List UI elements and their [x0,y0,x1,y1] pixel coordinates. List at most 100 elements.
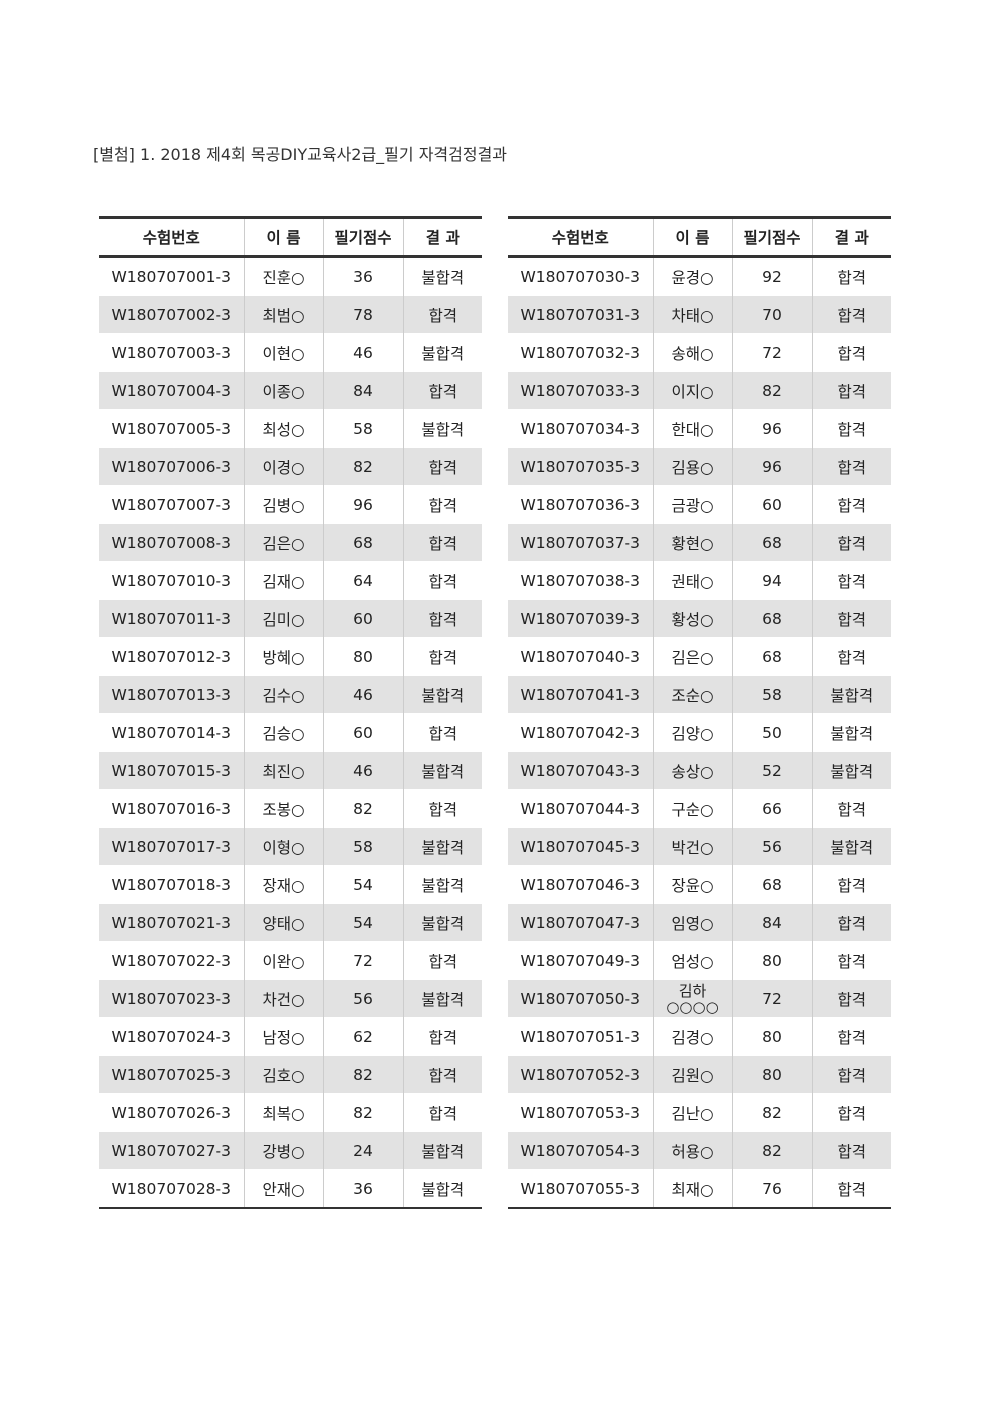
name-cell: 허용○ [652,1131,732,1170]
score-cell: 58 [731,675,812,714]
score-cell: 72 [731,979,812,1018]
name-cell: 김용○ [652,447,732,486]
result-cell: 합격 [402,561,482,600]
score-cell: 62 [322,1017,403,1056]
exam-number-cell: W180707038-3 [508,561,653,600]
exam-number-cell: W180707014-3 [99,713,244,752]
score-cell: 58 [322,409,403,448]
score-cell: 36 [322,1169,403,1209]
score-cell: 78 [322,295,403,334]
exam-number-cell: W180707045-3 [508,827,653,866]
name-cell: 조순○ [652,675,732,714]
name-cell: 이종○ [243,371,323,410]
result-cell: 합격 [811,903,891,942]
name-cell: 김난○ [652,1093,732,1132]
score-cell: 58 [322,827,403,866]
result-cell: 합격 [811,371,891,410]
result-cell: 불합격 [402,751,482,790]
score-cell: 82 [731,371,812,410]
name-cell: 김병○ [243,485,323,524]
result-cell: 합격 [811,1055,891,1094]
name-cell: 윤경○ [652,256,732,296]
header-name: 이 름 [243,216,323,258]
table-row: W180707055-3 최재○ 76 합격 [508,1169,891,1209]
table-row: W180707021-3 양태○ 54 불합격 [99,903,482,942]
result-cell: 합격 [402,599,482,638]
exam-number-cell: W180707007-3 [99,485,244,524]
score-cell: 82 [322,1093,403,1132]
header-exam-number: 수험번호 [99,216,244,258]
table-row: W180707047-3 임영○ 84 합격 [508,903,891,942]
table-row: W180707043-3 송상○ 52 불합격 [508,751,891,790]
name-cell: 김은○ [243,523,323,562]
exam-number-cell: W180707027-3 [99,1131,244,1170]
table-row: W180707014-3 김승○ 60 합격 [99,713,482,752]
exam-number-cell: W180707030-3 [508,256,653,296]
score-cell: 82 [731,1131,812,1170]
name-cell: 이완○ [243,941,323,980]
result-cell: 합격 [811,979,891,1018]
table-row: W180707041-3 조순○ 58 불합격 [508,675,891,714]
result-cell: 합격 [811,256,891,296]
exam-number-cell: W180707021-3 [99,903,244,942]
score-cell: 82 [322,447,403,486]
result-cell: 불합격 [402,333,482,372]
score-cell: 60 [731,485,812,524]
exam-number-cell: W180707018-3 [99,865,244,904]
name-cell: 김은○ [652,637,732,676]
score-cell: 76 [731,1169,812,1209]
name-cell: 임영○ [652,903,732,942]
header-name: 이 름 [652,216,732,258]
table-row: W180707044-3 구순○ 66 합격 [508,789,891,828]
exam-number-cell: W180707017-3 [99,827,244,866]
result-cell: 합격 [811,1093,891,1132]
exam-number-cell: W180707008-3 [99,523,244,562]
name-cell: 양태○ [243,903,323,942]
table-row: W180707034-3 한대○ 96 합격 [508,409,891,448]
exam-number-cell: W180707026-3 [99,1093,244,1132]
result-cell: 합격 [811,865,891,904]
exam-number-cell: W180707034-3 [508,409,653,448]
name-cell: 이지○ [652,371,732,410]
exam-number-cell: W180707035-3 [508,447,653,486]
result-cell: 합격 [402,1093,482,1132]
exam-number-cell: W180707024-3 [99,1017,244,1056]
result-cell: 불합격 [811,675,891,714]
name-cell: 황현○ [652,523,732,562]
score-cell: 68 [322,523,403,562]
table-row: W180707053-3 김난○ 82 합격 [508,1093,891,1132]
name-cell: 김양○ [652,713,732,752]
score-cell: 54 [322,903,403,942]
result-cell: 합격 [402,713,482,752]
result-cell: 합격 [811,1017,891,1056]
results-table-left: 수험번호 이 름 필기점수 결 과 W180707001-3 진훈○ 36 불합격 W1… [99,216,482,1209]
table-row: W180707037-3 황현○ 68 합격 [508,523,891,562]
table-row: W180707049-3 엄성○ 80 합격 [508,941,891,980]
score-cell: 68 [731,865,812,904]
exam-number-cell: W180707016-3 [99,789,244,828]
exam-number-cell: W180707011-3 [99,599,244,638]
table-row: W180707012-3 방혜○ 80 합격 [99,637,482,676]
name-cell: 엄성○ [652,941,732,980]
score-cell: 80 [731,941,812,980]
result-cell: 합격 [811,485,891,524]
table-row: W180707017-3 이형○ 58 불합격 [99,827,482,866]
score-cell: 96 [322,485,403,524]
result-cell: 불합격 [811,713,891,752]
exam-number-cell: W180707049-3 [508,941,653,980]
score-cell: 46 [322,751,403,790]
exam-number-cell: W180707010-3 [99,561,244,600]
exam-number-cell: W180707047-3 [508,903,653,942]
name-cell: 조봉○ [243,789,323,828]
exam-number-cell: W180707041-3 [508,675,653,714]
table-row: W180707024-3 남정○ 62 합격 [99,1017,482,1056]
exam-number-cell: W180707025-3 [99,1055,244,1094]
exam-number-cell: W180707037-3 [508,523,653,562]
result-cell: 합격 [402,523,482,562]
exam-number-cell: W180707040-3 [508,637,653,676]
score-cell: 72 [731,333,812,372]
name-cell: 이형○ [243,827,323,866]
result-cell: 불합격 [402,979,482,1018]
exam-number-cell: W180707043-3 [508,751,653,790]
result-cell: 불합격 [402,903,482,942]
